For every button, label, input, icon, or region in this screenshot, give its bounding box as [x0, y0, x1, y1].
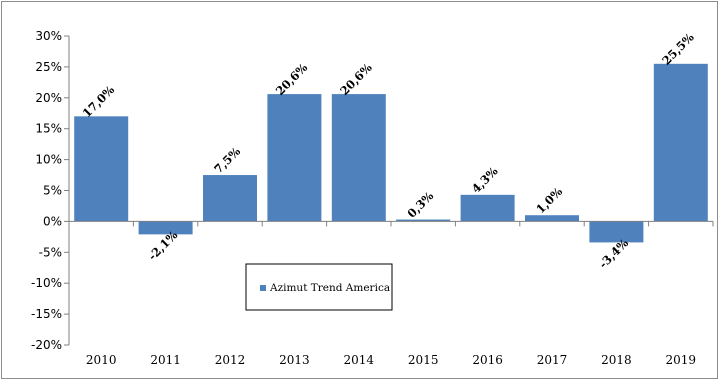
x-tick-label: 2012: [215, 353, 246, 367]
bar: [525, 215, 579, 222]
bar: [74, 116, 129, 222]
bars: [74, 63, 708, 243]
y-tick-label: 25%: [35, 60, 62, 74]
data-label: 1,0%: [533, 184, 565, 216]
y-tick-label: 10%: [35, 153, 62, 167]
x-tick-label: 2016: [472, 353, 503, 367]
y-tick-label: -5%: [39, 245, 62, 259]
x-tick-label: 2013: [279, 353, 310, 367]
x-tick-label: 2014: [344, 353, 375, 367]
y-axis: 30% 25% 20% 15% 10% 5% 0% -5% -10% -15% -20%: [31, 29, 70, 352]
bar: [331, 94, 386, 222]
bar: [460, 194, 515, 222]
x-tick-label: 2019: [666, 353, 697, 367]
legend-label: Azimut Trend America: [269, 282, 390, 294]
bar: [267, 94, 322, 222]
data-label: 25,5%: [659, 30, 696, 67]
y-tick-label: 5%: [43, 184, 62, 198]
data-label: 20,6%: [337, 60, 374, 97]
data-label: 17,0%: [80, 83, 117, 120]
y-tick-label: -20%: [31, 338, 62, 352]
bar: [589, 221, 644, 243]
x-tick-label: 2017: [537, 353, 568, 367]
bar: [138, 221, 193, 235]
data-label: 0,3%: [404, 189, 436, 221]
legend-box: [245, 263, 393, 311]
y-tick-label: -15%: [31, 307, 62, 321]
data-label: 20,6%: [273, 60, 310, 97]
bar: [653, 63, 708, 222]
data-label: 7,5%: [211, 144, 243, 176]
bar: [203, 175, 257, 222]
y-tick-label: 0%: [43, 214, 62, 228]
legend: Azimut Trend America: [245, 263, 393, 311]
y-tick-label: 15%: [35, 122, 62, 136]
bar: [396, 219, 451, 222]
y-tick-label: -10%: [31, 276, 62, 290]
y-tick-label: 20%: [35, 91, 62, 105]
x-tick-label: 2018: [601, 353, 632, 367]
y-tick-label: 30%: [35, 29, 62, 43]
data-label: 4,3%: [469, 164, 501, 196]
x-tick-label: 2011: [150, 353, 181, 367]
x-tick-label: 2010: [86, 353, 117, 367]
x-tick-label: 2015: [408, 353, 439, 367]
legend-swatch: [260, 285, 266, 291]
x-axis: 2010 2011 2012 2013 2014 2015 2016 2017 2018 2019: [68, 220, 714, 367]
